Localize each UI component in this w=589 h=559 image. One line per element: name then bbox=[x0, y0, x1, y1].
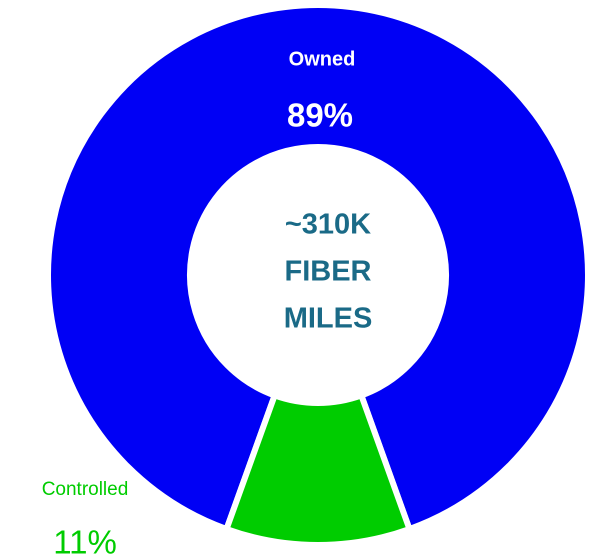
center-label: MILES bbox=[284, 303, 373, 335]
labels: Owned 89% Controlled 11% ~310K FIBER MILES bbox=[42, 48, 373, 559]
slice-label: Controlled bbox=[42, 479, 129, 500]
value-label: 89% bbox=[287, 97, 353, 134]
center-label: ~310K bbox=[285, 209, 371, 241]
center-label: FIBER bbox=[285, 256, 372, 288]
slice bbox=[222, 391, 414, 548]
slice bbox=[45, 2, 589, 533]
value-label: 11% bbox=[53, 524, 117, 559]
slices bbox=[45, 2, 589, 548]
slice-label: Owned bbox=[289, 48, 356, 70]
